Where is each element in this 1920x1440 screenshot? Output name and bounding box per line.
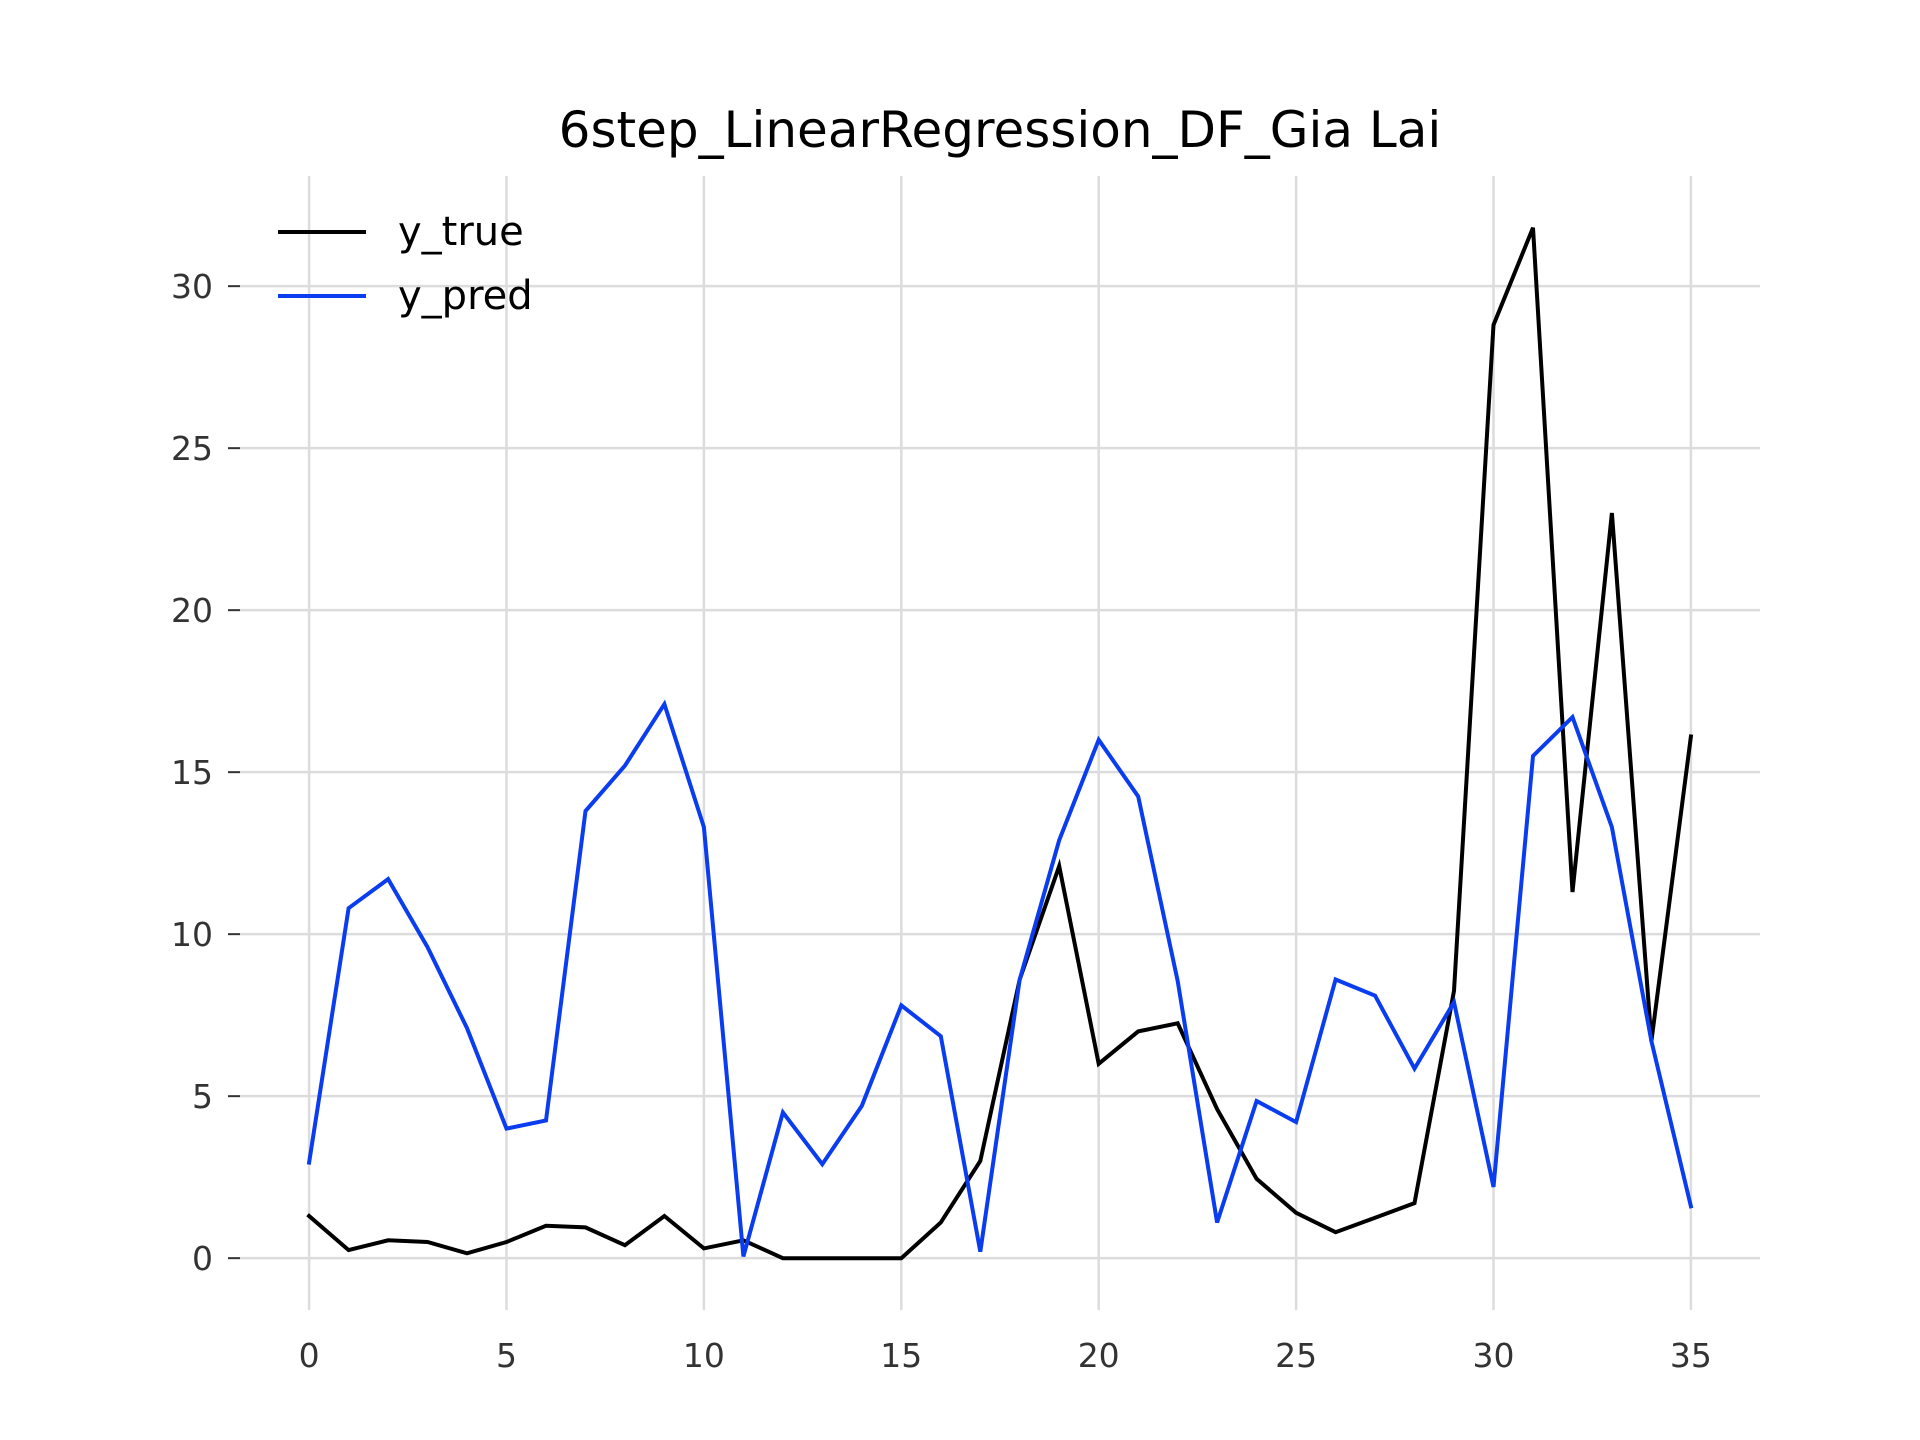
legend-label-y-true: y_true <box>398 209 524 255</box>
y-tick-label: 20 <box>171 591 213 630</box>
series-line-y-true <box>306 227 1694 1261</box>
axis-ticks: 0 5 10 15 20 25 30 35 0 5 10 15 20 25 30 <box>171 267 1712 1375</box>
y-tick-label: 25 <box>171 429 213 468</box>
x-tick-label: 10 <box>683 1336 725 1375</box>
x-tick-label: 20 <box>1078 1336 1120 1375</box>
y-tick-label: 10 <box>171 915 213 954</box>
y-tick-label: 0 <box>192 1239 213 1278</box>
x-tick-label: 15 <box>880 1336 922 1375</box>
x-tick-label: 35 <box>1670 1336 1712 1375</box>
x-tick-label: 5 <box>496 1336 517 1375</box>
legend-label-y-pred: y_pred <box>398 273 533 319</box>
chart-title: 6step_LinearRegression_DF_Gia Lai <box>559 101 1442 159</box>
x-tick-label: 0 <box>299 1336 320 1375</box>
x-tick-label: 25 <box>1275 1336 1317 1375</box>
y-tick-label: 15 <box>171 753 213 792</box>
series-line-y-pred <box>306 699 1694 1258</box>
y-tick-label: 5 <box>192 1077 213 1116</box>
legend: y_true y_pred <box>278 209 533 319</box>
x-tick-label: 30 <box>1473 1336 1515 1375</box>
y-tick-label: 30 <box>171 267 213 306</box>
series-lines <box>306 227 1694 1261</box>
